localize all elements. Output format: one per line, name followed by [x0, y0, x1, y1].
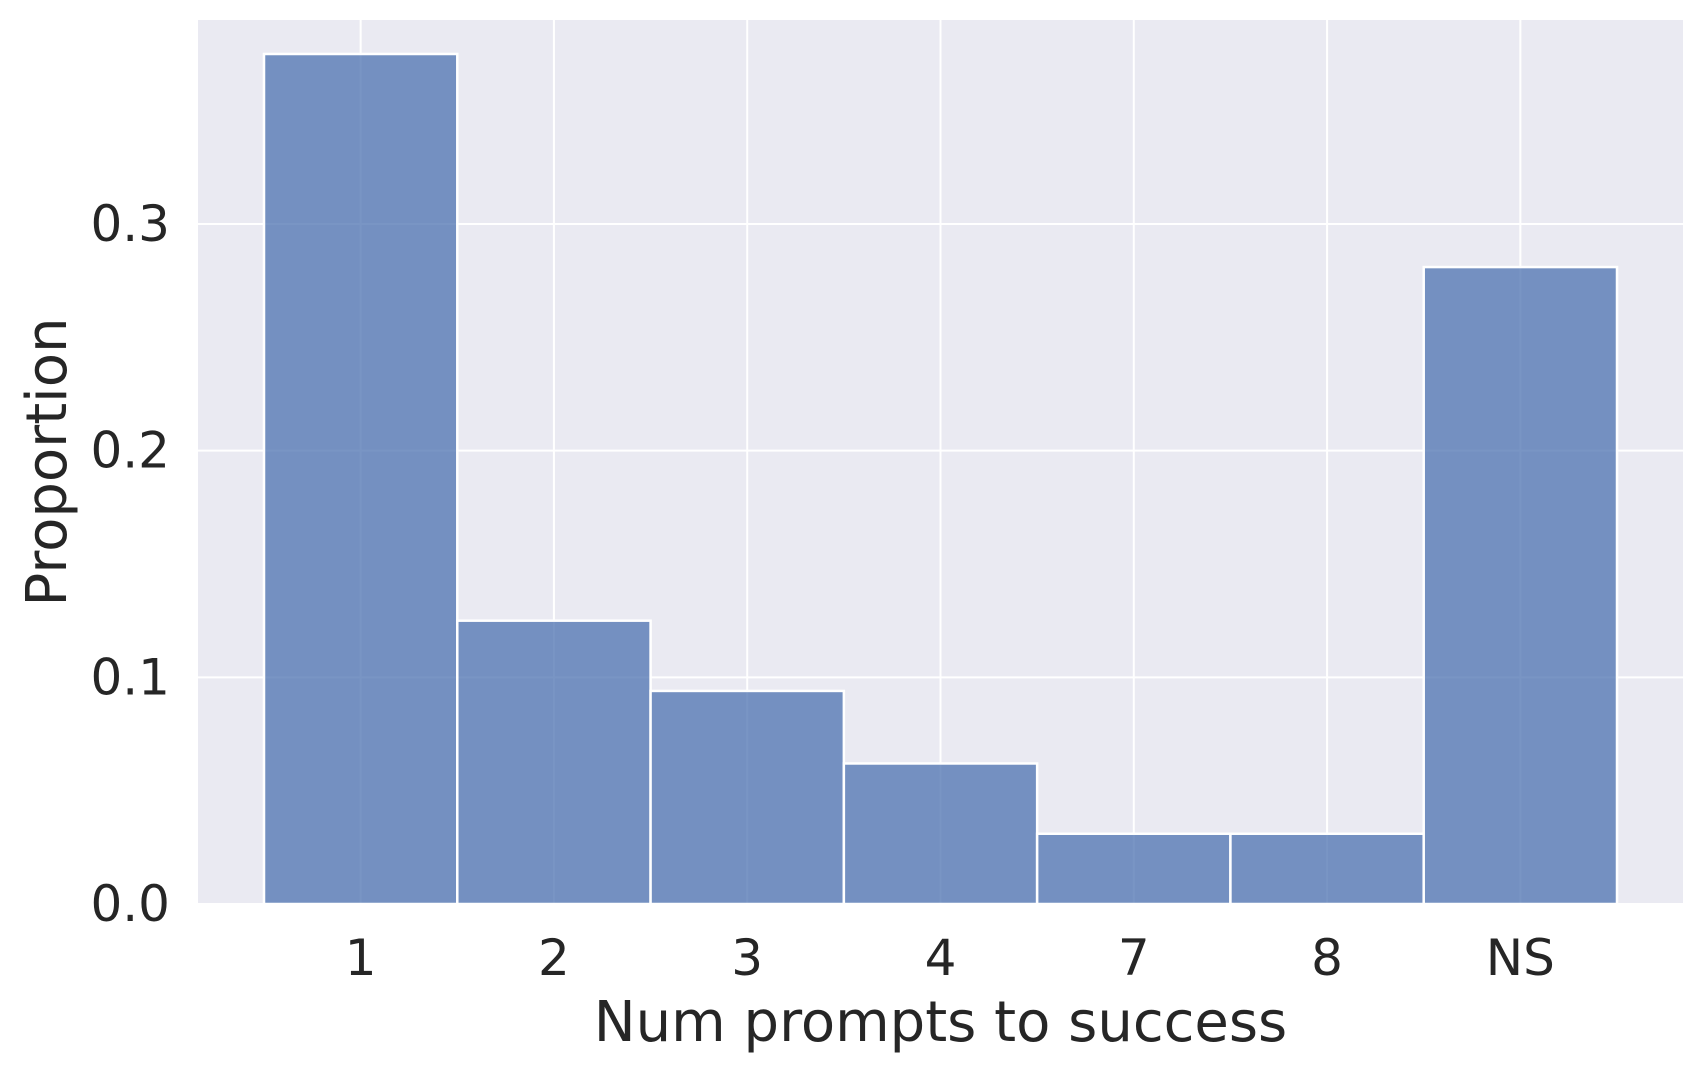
bar-8 — [1229, 832, 1425, 906]
bar-ns — [1422, 265, 1619, 906]
bar-1 — [262, 52, 459, 906]
x-tick-label: 2 — [538, 929, 570, 987]
x-tick-label: 1 — [345, 929, 377, 987]
bars — [262, 52, 1619, 906]
x-tick-label: 4 — [925, 929, 957, 987]
bar-2 — [456, 619, 652, 906]
x-tick-label: 7 — [1118, 929, 1150, 987]
y-tick-label: 0.0 — [90, 875, 170, 933]
y-tick-label: 0.1 — [90, 648, 170, 706]
x-tick-labels: 1 2 3 4 7 8 NS — [345, 929, 1555, 987]
x-axis-label: Num prompts to success — [594, 990, 1287, 1055]
x-tick-label: NS — [1486, 929, 1555, 987]
y-tick-label: 0.3 — [90, 195, 170, 253]
y-tick-labels: 0.0 0.1 0.2 0.3 — [90, 195, 170, 933]
bar-4 — [842, 762, 1039, 906]
bar-7 — [1035, 832, 1232, 906]
x-tick-label: 8 — [1311, 929, 1343, 987]
x-tick-label: 3 — [731, 929, 763, 987]
bar-3 — [649, 689, 846, 906]
y-tick-label: 0.2 — [90, 422, 170, 480]
y-axis-label: Proportion — [15, 318, 80, 607]
